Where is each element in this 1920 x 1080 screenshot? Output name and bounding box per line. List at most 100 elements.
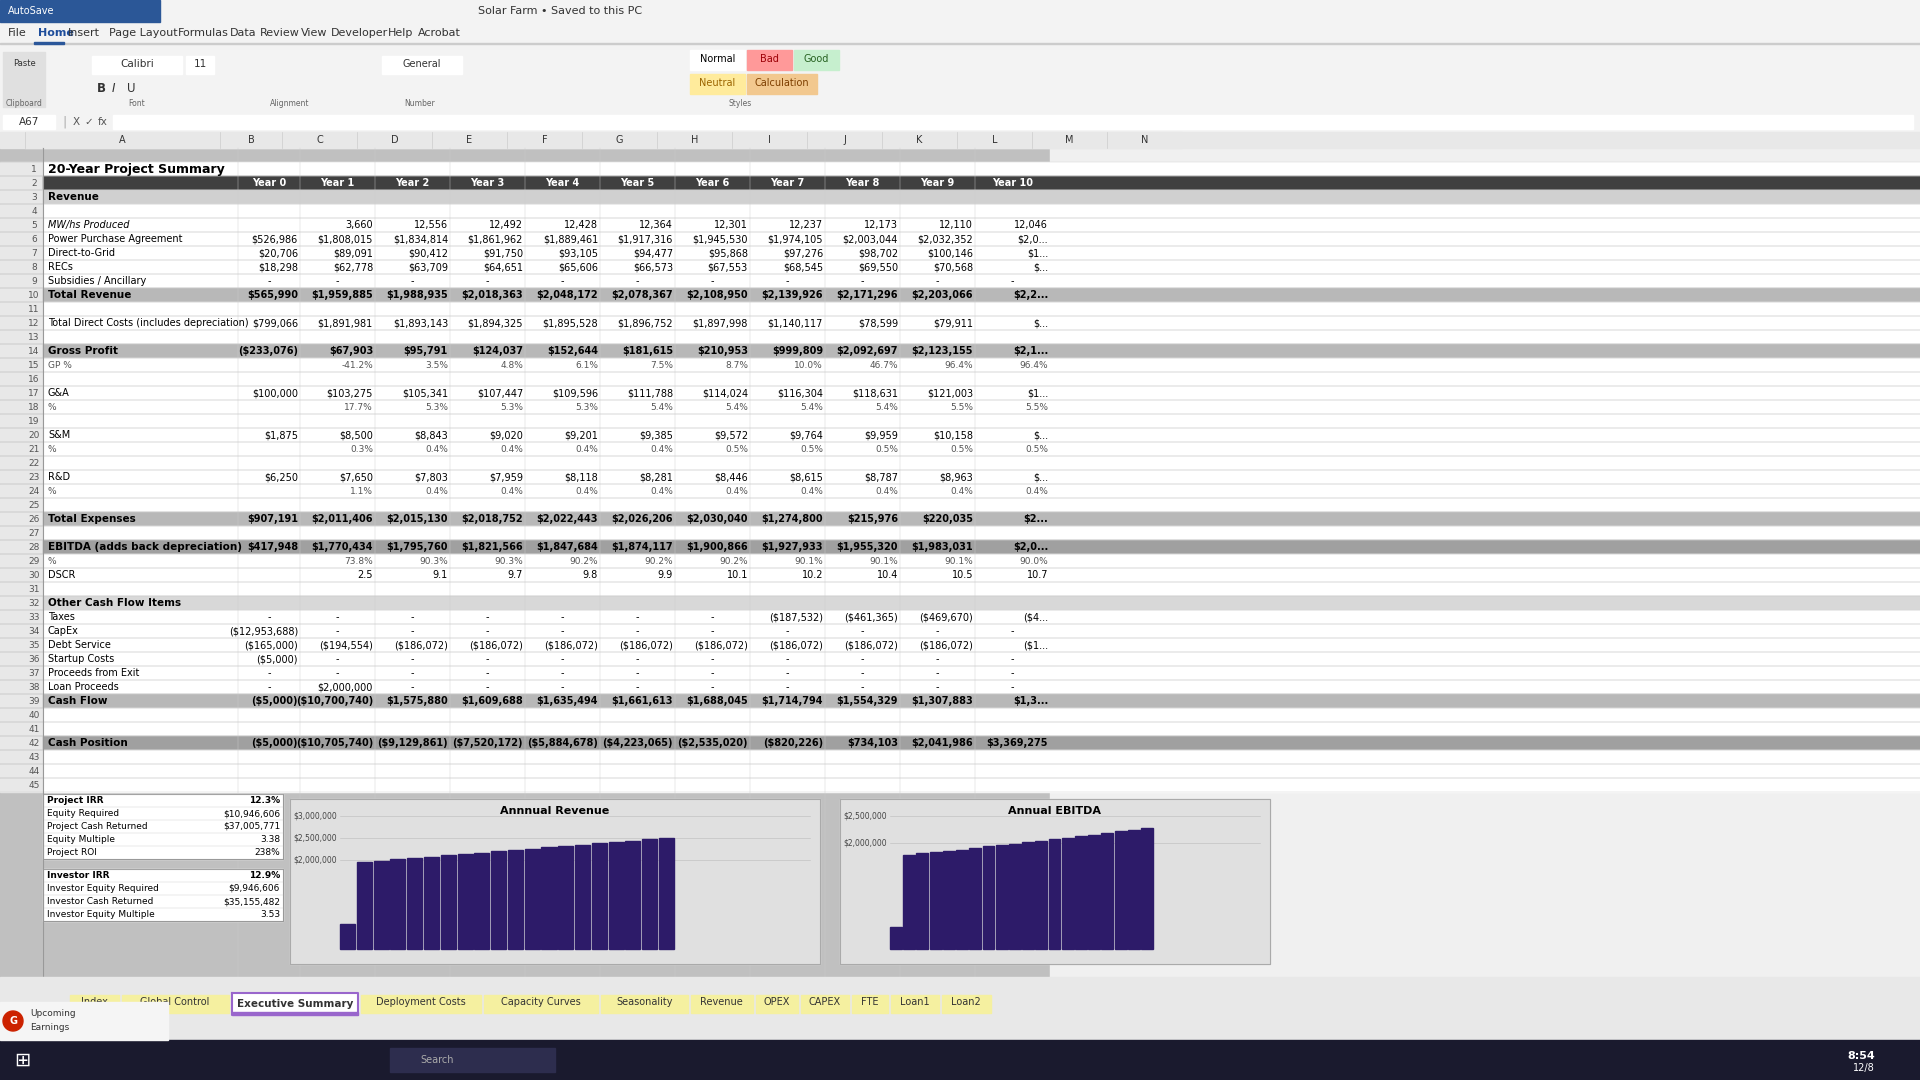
Text: $181,615: $181,615 [622,346,674,356]
Text: -: - [336,276,340,286]
Text: $...: $... [1033,430,1048,440]
Text: Insert: Insert [67,28,100,38]
Bar [42,345,1920,357]
Text: -: - [785,276,789,286]
Text: 0.4%: 0.4% [499,486,522,496]
Text: 0.5%: 0.5% [801,445,824,454]
Text: Revenue: Revenue [701,997,743,1007]
Text: $8,281: $8,281 [639,472,674,482]
Bar [0,204,42,218]
Text: ($5,000): ($5,000) [252,738,298,748]
Text: $2,078,367: $2,078,367 [611,291,674,300]
Bar [0,708,42,723]
Bar [1050,148,1920,995]
Text: $1,959,885: $1,959,885 [311,291,372,300]
Bar [42,794,282,859]
Bar [0,0,1920,22]
Bar [1033,132,1108,148]
Text: Cash Flow: Cash Flow [48,696,108,706]
Bar [1127,829,1140,949]
Bar [559,846,574,949]
Text: A: A [119,135,127,145]
Text: -: - [486,626,490,636]
Text: Loan Proceeds: Loan Proceeds [48,681,119,692]
Bar [42,428,1920,442]
Bar [891,995,939,1013]
Text: $1,821,566: $1,821,566 [461,542,522,552]
Bar [484,995,597,1013]
Text: -: - [636,626,639,636]
Text: 2.5: 2.5 [357,570,372,580]
Text: MW/hs Produced: MW/hs Produced [48,220,129,230]
Text: $1,795,760: $1,795,760 [386,542,447,552]
Bar [42,624,1920,638]
Text: $1,927,933: $1,927,933 [762,542,824,552]
Text: -: - [636,276,639,286]
Bar [509,850,522,949]
Text: FTE: FTE [860,997,879,1007]
Text: 10.4: 10.4 [877,570,899,580]
Bar [0,288,42,302]
Text: 10.2: 10.2 [801,570,824,580]
Text: Year 0: Year 0 [252,178,286,188]
Text: $...: $... [1033,472,1048,482]
Text: $3,000,000: $3,000,000 [294,811,336,821]
Bar [42,540,1920,554]
Bar [0,232,42,246]
Text: 5.5%: 5.5% [1025,403,1048,411]
Bar [42,176,1920,190]
Text: CapEx: CapEx [48,626,79,636]
Text: 0.4%: 0.4% [424,445,447,454]
Text: ($186,072): ($186,072) [770,640,824,650]
Text: 2: 2 [31,178,36,188]
Text: 34: 34 [29,626,40,635]
Text: 12,110: 12,110 [939,220,973,230]
Bar [457,854,472,949]
Text: 90.3%: 90.3% [493,556,522,566]
Bar [42,456,1920,470]
Text: 0.4%: 0.4% [651,445,674,454]
Text: Global Control: Global Control [140,997,209,1007]
Text: 0.5%: 0.5% [726,445,749,454]
Text: $105,341: $105,341 [401,388,447,399]
Bar [42,610,1920,624]
Text: $67,903: $67,903 [328,346,372,356]
Text: $100,146: $100,146 [927,248,973,258]
Text: -: - [1010,654,1014,664]
Text: 33: 33 [29,612,40,621]
Text: $109,596: $109,596 [551,388,597,399]
Text: -: - [935,276,939,286]
Text: -: - [710,276,714,286]
Bar [42,330,1920,345]
Text: AutoSave: AutoSave [8,6,54,16]
Text: Total Revenue: Total Revenue [48,291,131,300]
Text: Page Layout: Page Layout [109,28,179,38]
Text: -: - [860,654,864,664]
Bar [916,853,929,949]
Text: $70,568: $70,568 [933,262,973,272]
Text: Loan1: Loan1 [900,997,929,1007]
Text: $...: $... [1033,318,1048,328]
Text: $2,123,155: $2,123,155 [912,346,973,356]
Bar [25,132,221,148]
Text: -: - [411,276,415,286]
Text: $7,650: $7,650 [340,472,372,482]
Text: |: | [63,116,67,129]
Text: 0.4%: 0.4% [576,486,597,496]
Bar [601,995,687,1013]
Text: File: File [8,28,27,38]
Text: 0.5%: 0.5% [876,445,899,454]
Bar [42,764,1920,778]
Text: 5.4%: 5.4% [726,403,749,411]
Bar [0,345,42,357]
Text: ($233,076): ($233,076) [238,346,298,356]
Bar [0,218,42,232]
Text: -: - [561,669,564,678]
Text: 25: 25 [29,500,40,510]
Text: 0.4%: 0.4% [1025,486,1048,496]
Bar [121,995,228,1013]
Text: 90.0%: 90.0% [1020,556,1048,566]
Text: 12/8: 12/8 [1853,1063,1876,1074]
Text: $8,615: $8,615 [789,472,824,482]
Bar [474,853,490,949]
